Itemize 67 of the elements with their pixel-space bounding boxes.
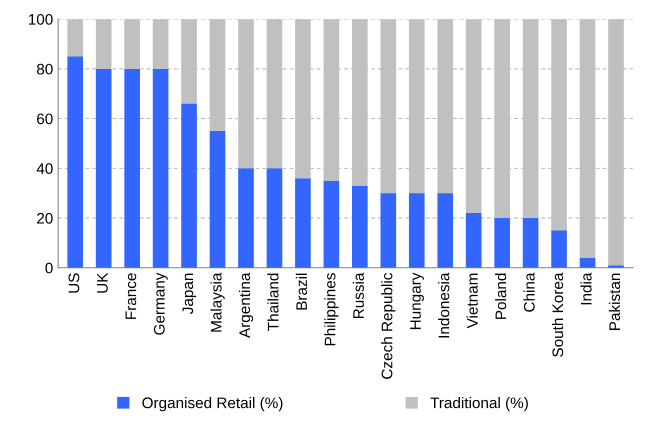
- bar: [437, 193, 454, 268]
- legend-label: Organised Retail (%): [142, 397, 282, 412]
- bar: [152, 19, 168, 69]
- bar: [551, 230, 567, 268]
- x-tick-label: Poland: [495, 274, 506, 319]
- x-tick-label: India: [580, 272, 592, 304]
- x-tick-label: Philippines: [324, 273, 338, 346]
- y-tick-label: 0: [45, 262, 53, 274]
- x-tick-label: Pakistan: [608, 274, 620, 330]
- bar: [124, 68, 140, 268]
- bar: [324, 19, 340, 181]
- bar: [466, 19, 482, 214]
- bar: [238, 19, 254, 168]
- bar: [608, 19, 624, 266]
- x-tick-label: Germany: [154, 272, 168, 335]
- bar: [494, 19, 510, 218]
- bar: [494, 218, 510, 268]
- x-tick-label: Czech Republic: [381, 273, 396, 379]
- bar: [551, 19, 567, 230]
- bar: [522, 19, 538, 218]
- x-tick-label: Thailand: [267, 274, 279, 331]
- bar: [295, 19, 311, 178]
- bar: [324, 180, 340, 268]
- bar: [580, 19, 596, 258]
- bar: [96, 19, 112, 69]
- bar: [408, 19, 425, 194]
- x-tick-label: China: [523, 272, 535, 312]
- y-tick-label: 100: [28, 14, 53, 25]
- bar: [181, 19, 197, 104]
- bar: [210, 131, 226, 268]
- x-tick-label: Russia: [352, 272, 364, 318]
- x-tick-label: South Korea: [552, 272, 564, 357]
- bar: [266, 168, 282, 268]
- x-tick-label: Argentina: [238, 272, 254, 338]
- x-tick-label: Brazil: [296, 274, 308, 310]
- bar: [210, 19, 226, 132]
- x-tick-label: Indonesia: [438, 272, 450, 338]
- bar: [380, 19, 396, 194]
- x-tick-label: Vietnam: [466, 274, 478, 328]
- y-tick-label: 60: [37, 113, 53, 124]
- x-tick-label: Hungary: [410, 272, 424, 330]
- bar: [408, 193, 425, 268]
- x-tick-label: US: [68, 273, 80, 293]
- bar: [266, 19, 282, 168]
- x-tick-label: UK: [97, 272, 108, 293]
- bar: [67, 56, 84, 268]
- bar: [352, 186, 368, 268]
- bar: [295, 178, 311, 268]
- bar: [152, 68, 168, 268]
- bar: [522, 218, 538, 268]
- x-tick-label: Malaysia: [210, 272, 225, 332]
- bar: [437, 19, 454, 194]
- bar: [580, 258, 596, 268]
- bar: [181, 104, 197, 268]
- y-tick-label: 80: [36, 64, 53, 75]
- x-tick-label: Japan: [182, 274, 196, 314]
- legend-label: Traditional (%): [430, 397, 528, 412]
- bar: [124, 19, 140, 69]
- y-tick-label: 20: [37, 212, 53, 224]
- bar: [380, 193, 396, 268]
- x-tick-label: France: [126, 273, 136, 319]
- bar: [238, 168, 254, 268]
- bar: [67, 19, 84, 56]
- bar: [96, 68, 112, 268]
- bar: [466, 213, 482, 268]
- bar: [352, 19, 368, 186]
- y-tick-label: 40: [36, 163, 53, 174]
